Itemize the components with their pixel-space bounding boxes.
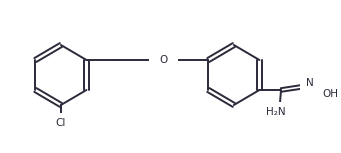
Text: OH: OH xyxy=(322,89,338,99)
Text: O: O xyxy=(159,55,167,65)
Text: N: N xyxy=(306,78,313,88)
Text: H₂N: H₂N xyxy=(266,107,286,117)
Text: Cl: Cl xyxy=(56,118,66,128)
